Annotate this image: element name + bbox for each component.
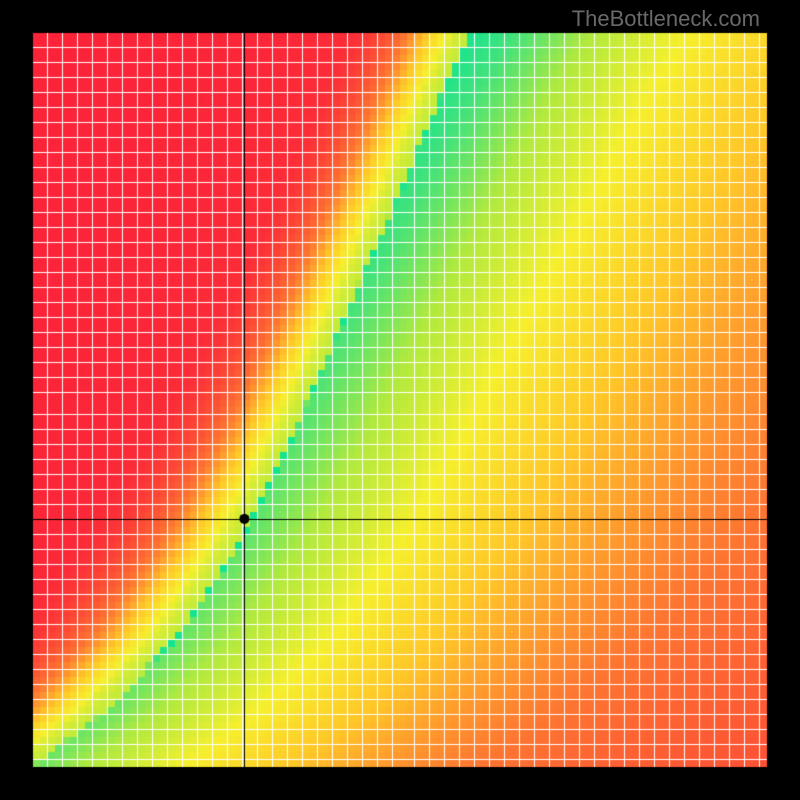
watermark-text: TheBottleneck.com — [572, 6, 760, 32]
bottleneck-heatmap — [0, 0, 800, 800]
chart-container: TheBottleneck.com — [0, 0, 800, 800]
